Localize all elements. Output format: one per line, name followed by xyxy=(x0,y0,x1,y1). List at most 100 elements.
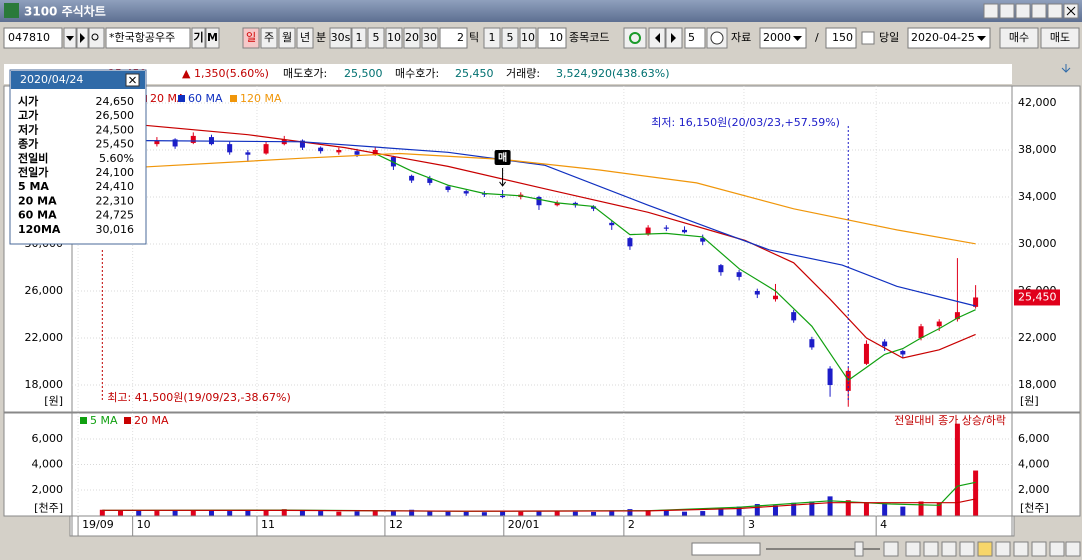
date-select[interactable] xyxy=(907,27,991,49)
volume-bar xyxy=(190,510,196,516)
info-label: 저가 xyxy=(18,122,38,136)
minute-button-label: 5 xyxy=(373,31,380,44)
candle-body xyxy=(936,321,942,327)
minute-button[interactable] xyxy=(329,27,352,49)
minute-button[interactable] xyxy=(351,27,367,49)
info-bg xyxy=(9,69,147,245)
kind-label: M xyxy=(207,31,218,44)
candle-body xyxy=(882,341,888,347)
info-value: 26,500 xyxy=(96,109,135,122)
candle-body xyxy=(336,150,342,153)
candle-body xyxy=(227,144,233,153)
minute-button[interactable] xyxy=(421,27,439,49)
info-value: 24,725 xyxy=(96,209,135,222)
tool-btn[interactable] xyxy=(959,541,975,557)
volume-bar xyxy=(627,509,633,516)
search[interactable] xyxy=(88,27,105,49)
volume-bar xyxy=(591,511,597,516)
scroll-box[interactable] xyxy=(691,542,761,556)
window-buttons[interactable] xyxy=(983,3,1079,19)
volume-bar xyxy=(245,510,251,516)
candle-body xyxy=(791,312,797,321)
candle-body xyxy=(409,175,415,181)
y-tick-label: 42,000 xyxy=(1018,96,1057,109)
volume-bar xyxy=(208,510,214,516)
data-select[interactable] xyxy=(759,27,807,49)
win-btn[interactable] xyxy=(1031,3,1047,19)
last-price: 25,450 xyxy=(1018,290,1057,303)
volume-bar xyxy=(700,511,706,516)
tool-btn[interactable] xyxy=(1031,541,1047,557)
period-button[interactable] xyxy=(260,27,278,49)
info-label: 고가 xyxy=(18,108,38,122)
info-label: 20 MA xyxy=(18,194,57,207)
volume-bar xyxy=(609,510,615,516)
info-value: 24,650 xyxy=(96,95,135,108)
candle-body xyxy=(245,152,251,155)
x-tick-label: 2 xyxy=(628,518,635,531)
win-btn[interactable] xyxy=(983,3,999,19)
tool-btn[interactable] xyxy=(1013,541,1029,557)
y-tick-label: 4,000 xyxy=(1018,457,1050,470)
tick-input[interactable] xyxy=(439,27,468,49)
sell-button[interactable] xyxy=(1040,27,1080,49)
candle-body xyxy=(172,139,178,147)
tool-btn[interactable] xyxy=(905,541,921,557)
kind-button[interactable] xyxy=(205,27,220,49)
change: ▲ 1,350(5.60%) xyxy=(182,67,269,80)
status-bg xyxy=(0,538,1082,560)
candle-body xyxy=(663,227,669,229)
kind-button[interactable] xyxy=(191,27,206,49)
volume-bar xyxy=(863,502,869,516)
candle-body xyxy=(863,343,869,364)
volume-bar xyxy=(845,500,851,516)
period-button[interactable] xyxy=(296,27,314,49)
candle-body xyxy=(609,222,615,226)
tool-btn[interactable] xyxy=(1065,541,1081,557)
tool-btn[interactable] xyxy=(941,541,957,557)
period-button[interactable] xyxy=(278,27,296,49)
tool-btn[interactable] xyxy=(923,541,939,557)
candle-body xyxy=(500,195,506,197)
count-input[interactable] xyxy=(537,27,567,49)
tool-btn[interactable] xyxy=(977,541,993,557)
refresh-icon xyxy=(629,32,641,44)
refresh[interactable] xyxy=(623,27,647,49)
tool-btn[interactable] xyxy=(995,541,1011,557)
tick-label: 틱 xyxy=(469,31,479,44)
arrow xyxy=(977,36,986,41)
price-panel xyxy=(3,85,1081,413)
volume-bar xyxy=(918,501,924,516)
y-unit: [원] xyxy=(1020,395,1039,408)
period-button[interactable] xyxy=(242,27,260,49)
tick-button[interactable] xyxy=(483,27,501,49)
code-input[interactable] xyxy=(3,27,63,49)
candle-body xyxy=(772,295,778,300)
info-label: 전일가 xyxy=(18,165,48,179)
today-check[interactable] xyxy=(861,31,875,45)
minute-button[interactable] xyxy=(403,27,421,49)
win-btn[interactable] xyxy=(1047,3,1063,19)
tool-btn[interactable] xyxy=(1049,541,1065,557)
name-input[interactable] xyxy=(105,27,191,49)
volume-bar xyxy=(973,470,979,516)
win-btn[interactable] xyxy=(1015,3,1031,19)
minute-button[interactable] xyxy=(385,27,403,49)
win-btn[interactable] xyxy=(999,3,1015,19)
view-input[interactable] xyxy=(825,27,857,49)
tick-button[interactable] xyxy=(501,27,519,49)
data-label: 자료 xyxy=(731,31,751,44)
info-value: 30,016 xyxy=(96,223,135,236)
panel-toggle[interactable] xyxy=(1061,64,1071,73)
app-icon xyxy=(4,3,19,18)
tick-button[interactable] xyxy=(519,27,537,49)
zoom-thumb[interactable] xyxy=(854,541,864,557)
tool-btn[interactable] xyxy=(883,541,899,557)
buy-button[interactable] xyxy=(999,27,1039,49)
volume-bar xyxy=(718,507,724,516)
step-input[interactable] xyxy=(684,27,706,49)
candle-body xyxy=(554,202,560,206)
volume-bar xyxy=(645,510,651,516)
minute-button[interactable] xyxy=(367,27,385,49)
